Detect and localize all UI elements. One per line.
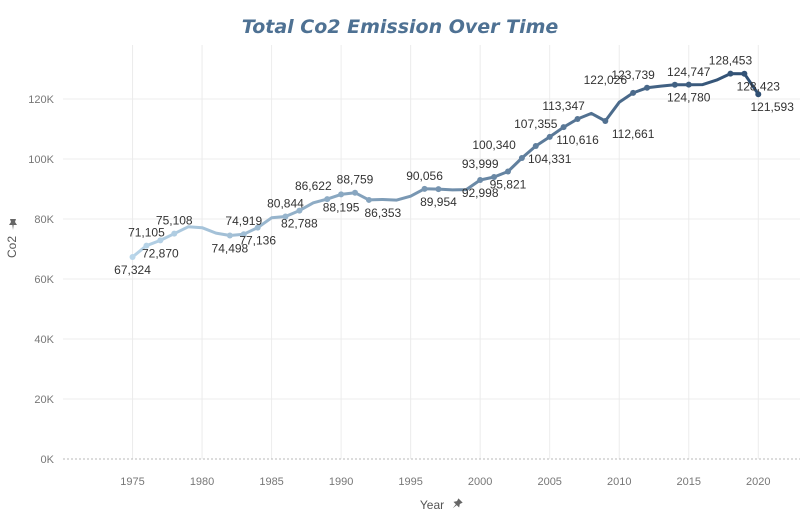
data-label: 113,347 <box>542 99 585 113</box>
data-point[interactable] <box>546 133 553 140</box>
y-tick-label: 120K <box>28 94 54 106</box>
data-point[interactable] <box>157 237 164 244</box>
data-point[interactable] <box>560 124 567 131</box>
x-tick-label: 1990 <box>329 476 353 488</box>
data-point[interactable] <box>477 177 484 184</box>
data-label: 86,353 <box>364 206 401 220</box>
data-point[interactable] <box>755 91 762 98</box>
x-tick-label: 2010 <box>607 476 631 488</box>
data-point[interactable] <box>741 70 748 77</box>
data-label: 90,056 <box>406 169 443 183</box>
data-point[interactable] <box>727 70 734 77</box>
x-tick-label: 2020 <box>746 476 770 488</box>
data-point[interactable] <box>532 143 539 150</box>
x-axis-title: Year <box>420 498 463 512</box>
data-point[interactable] <box>518 154 525 161</box>
data-point[interactable] <box>254 224 261 231</box>
y-tick-label: 20K <box>34 394 54 406</box>
series-line-path <box>131 72 760 259</box>
chart-title: Total Co2 Emission Over Time <box>242 16 559 38</box>
data-label: 93,999 <box>462 157 499 171</box>
data-label: 110,616 <box>556 133 599 147</box>
data-label: 112,661 <box>612 127 655 141</box>
data-point[interactable] <box>435 186 442 193</box>
y-axis-ticks: 0K 20K 40K 60K 80K 100K 120K <box>28 94 54 466</box>
data-point[interactable] <box>226 232 233 239</box>
data-label: 128,453 <box>709 54 753 68</box>
x-tick-label: 1980 <box>190 476 214 488</box>
y-axis-pin-icon[interactable] <box>9 219 17 230</box>
data-point[interactable] <box>630 89 637 96</box>
data-label: 128,423 <box>737 80 781 94</box>
x-tick-label: 1975 <box>120 476 144 488</box>
data-label: 104,331 <box>528 152 572 166</box>
data-point[interactable] <box>644 84 651 91</box>
data-label: 121,593 <box>750 100 794 114</box>
data-point[interactable] <box>602 118 609 125</box>
x-tick-label: 2015 <box>677 476 701 488</box>
data-label: 124,780 <box>667 91 711 105</box>
y-tick-label: 100K <box>28 154 54 166</box>
data-label: 107,355 <box>514 117 558 131</box>
y-axis-title: Co2 <box>5 219 19 258</box>
data-point[interactable] <box>129 254 136 261</box>
x-tick-label: 1995 <box>398 476 422 488</box>
data-label: 67,324 <box>114 263 151 277</box>
y-tick-label: 0K <box>41 454 55 466</box>
series-line <box>131 72 760 259</box>
data-label: 88,195 <box>323 200 360 214</box>
data-label: 122,026 <box>584 73 628 87</box>
data-point[interactable] <box>671 81 678 88</box>
x-axis-ticks: 1975 1980 1985 1990 1995 2000 2005 2010 2015 2020 <box>120 476 770 488</box>
data-point[interactable] <box>574 115 581 122</box>
data-label: 124,747 <box>667 65 711 79</box>
data-point[interactable] <box>171 230 178 237</box>
x-axis-pin-icon[interactable] <box>450 498 463 511</box>
data-label: 77,136 <box>239 234 276 248</box>
data-point[interactable] <box>491 174 498 181</box>
data-label: 88,759 <box>337 173 374 187</box>
x-tick-label: 2005 <box>537 476 561 488</box>
data-label: 123,739 <box>611 68 655 82</box>
data-label: 95,821 <box>490 178 527 192</box>
data-label: 80,844 <box>267 196 304 210</box>
y-tick-label: 80K <box>34 214 54 226</box>
data-point[interactable] <box>421 185 428 192</box>
data-label: 71,105 <box>128 226 165 240</box>
y-tick-label: 40K <box>34 334 54 346</box>
data-label: 74,498 <box>212 242 249 256</box>
data-label: 74,919 <box>225 214 262 228</box>
data-point[interactable] <box>338 191 345 198</box>
data-labels: 67,324 71,105 72,870 75,108 74,498 74,919 77,1… <box>114 54 794 277</box>
data-label: 89,954 <box>420 195 457 209</box>
data-label: 82,788 <box>281 217 318 231</box>
x-axis-label: Year <box>420 498 444 512</box>
data-point[interactable] <box>240 231 247 238</box>
data-point[interactable] <box>685 81 692 88</box>
x-tick-label: 2000 <box>468 476 492 488</box>
data-point[interactable] <box>365 196 372 203</box>
data-label: 72,870 <box>142 246 179 260</box>
data-point[interactable] <box>352 189 359 196</box>
data-label: 86,622 <box>295 179 332 193</box>
data-point[interactable] <box>504 168 511 175</box>
x-tick-label: 1985 <box>259 476 283 488</box>
data-point[interactable] <box>143 242 150 249</box>
data-label: 92,998 <box>462 186 499 200</box>
data-label: 75,108 <box>156 214 193 228</box>
y-axis-label: Co2 <box>5 236 19 258</box>
data-point[interactable] <box>296 207 303 214</box>
gridlines <box>63 45 800 460</box>
y-tick-label: 60K <box>34 274 54 286</box>
data-point[interactable] <box>324 196 331 203</box>
series-points <box>129 70 762 261</box>
data-point[interactable] <box>282 213 289 220</box>
data-label: 100,340 <box>472 138 516 152</box>
